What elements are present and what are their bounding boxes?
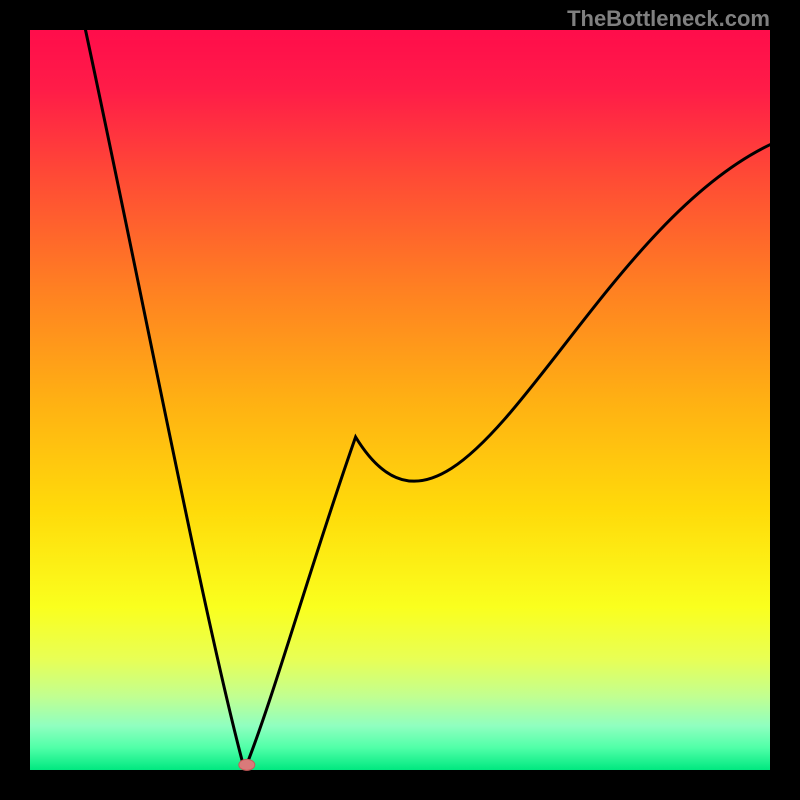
- chart-container: TheBottleneck.com: [0, 0, 800, 800]
- optimal-point-marker: [239, 759, 255, 770]
- watermark: TheBottleneck.com: [567, 6, 770, 32]
- bottleneck-chart: [0, 0, 800, 800]
- plot-area: [30, 30, 770, 770]
- watermark-text: TheBottleneck.com: [567, 6, 770, 31]
